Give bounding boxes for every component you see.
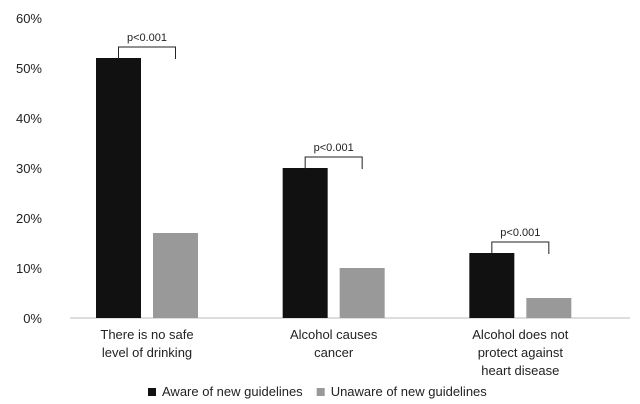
category-label: heart disease xyxy=(481,363,559,378)
category-label: Alcohol does not xyxy=(472,327,569,342)
significance-bracket xyxy=(304,156,363,169)
category-label: Alcohol causes xyxy=(290,327,378,342)
significance-label: p<0.001 xyxy=(314,142,354,154)
category-label: protect against xyxy=(478,345,564,360)
legend-label: Unaware of new guidelines xyxy=(331,384,488,399)
legend-swatch xyxy=(316,388,325,396)
significance-label: p<0.001 xyxy=(500,227,540,239)
legend-swatch xyxy=(148,388,156,396)
bar-unaware xyxy=(153,233,198,318)
y-tick-label: 30% xyxy=(16,161,42,176)
y-tick-label: 60% xyxy=(16,11,42,26)
significance-bracket xyxy=(118,46,176,59)
significance-label: p<0.001 xyxy=(127,32,167,44)
y-tick-label: 0% xyxy=(23,311,42,326)
bar-unaware xyxy=(339,268,385,318)
y-tick-label: 20% xyxy=(16,211,42,226)
y-tick-label: 40% xyxy=(16,111,42,126)
category-label: cancer xyxy=(314,345,354,360)
significance-bracket xyxy=(491,241,550,254)
y-tick-label: 50% xyxy=(16,61,42,76)
bar-aware xyxy=(96,58,141,318)
bar-aware xyxy=(282,168,328,318)
category-label: There is no safe xyxy=(100,327,193,342)
bar-aware xyxy=(469,253,515,318)
legend-label: Aware of new guidelines xyxy=(162,384,303,399)
category-label: level of drinking xyxy=(102,345,192,360)
bar-unaware xyxy=(526,298,572,318)
y-tick-label: 10% xyxy=(16,261,42,276)
